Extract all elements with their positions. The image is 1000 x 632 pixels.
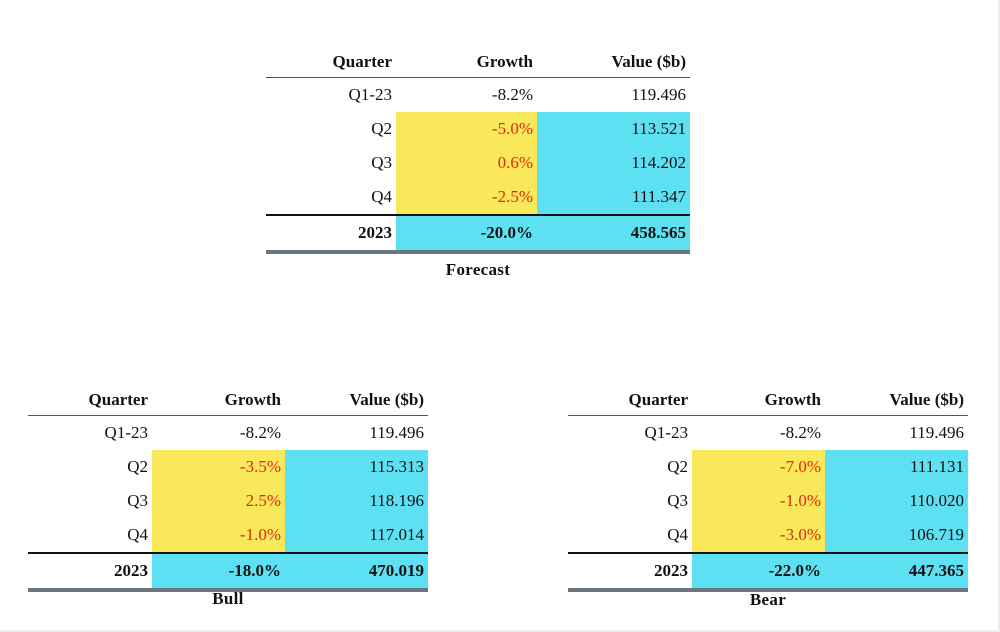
table-row: Q2 -5.0% 113.521 <box>266 112 690 146</box>
table-row: Q3 -1.0% 110.020 <box>568 484 968 518</box>
cell-quarter: Q2 <box>371 119 392 138</box>
cell-quarter: Q4 <box>371 187 392 206</box>
cell-growth-input: -3.0% <box>692 518 825 553</box>
cell-quarter: Q2 <box>127 457 148 476</box>
bear-table-block: Quarter Growth Value ($b) Q1-23 -8.2% 11… <box>568 384 968 592</box>
cell-growth-input: 0.6% <box>396 146 537 180</box>
total-row: 2023 -22.0% 447.365 <box>568 552 968 592</box>
cell-growth: -8.2% <box>239 423 281 442</box>
header-value: Value ($b) <box>349 389 424 409</box>
cell-growth: -8.2% <box>779 423 821 442</box>
total-value: 470.019 <box>285 552 428 592</box>
total-value: 458.565 <box>537 214 690 254</box>
cell-growth-input: -3.5% <box>152 450 285 484</box>
cell-value-output: 115.313 <box>285 450 428 484</box>
table-row: Q2 -7.0% 111.131 <box>568 450 968 484</box>
cell-quarter: Q1-23 <box>348 85 392 104</box>
total-row: 2023 -20.0% 458.565 <box>266 214 690 254</box>
table-header-row: Quarter Growth Value ($b) <box>568 384 968 416</box>
table-row: Q1-23 -8.2% 119.496 <box>28 416 428 451</box>
cell-value-output: 114.202 <box>537 146 690 180</box>
cell-value-output: 113.521 <box>537 112 690 146</box>
table-row: Q2 -3.5% 115.313 <box>28 450 428 484</box>
cell-quarter: Q4 <box>667 525 688 544</box>
bull-table-block: Quarter Growth Value ($b) Q1-23 -8.2% 11… <box>28 384 428 592</box>
total-value: 447.365 <box>825 552 968 592</box>
cell-value-output: 117.014 <box>285 518 428 553</box>
forecast-table: Quarter Growth Value ($b) Q1-23 -8.2% 11… <box>266 46 690 254</box>
bear-caption: Bear <box>749 590 787 609</box>
total-growth: -22.0% <box>692 552 825 592</box>
cell-growth-input: -1.0% <box>692 484 825 518</box>
forecast-table-block: Quarter Growth Value ($b) Q1-23 -8.2% 11… <box>266 46 690 254</box>
header-growth: Growth <box>224 389 281 409</box>
page-edge-bottom <box>0 630 1000 632</box>
cell-growth-input: -7.0% <box>692 450 825 484</box>
cell-quarter: Q3 <box>371 153 392 172</box>
cell-value: 119.496 <box>909 423 964 442</box>
table-row: Q3 0.6% 114.202 <box>266 146 690 180</box>
table-row: Q1-23 -8.2% 119.496 <box>266 78 690 113</box>
table-header-row: Quarter Growth Value ($b) <box>266 46 690 78</box>
table-row: Q4 -1.0% 117.014 <box>28 518 428 553</box>
cell-quarter: Q3 <box>127 491 148 510</box>
bull-table: Quarter Growth Value ($b) Q1-23 -8.2% 11… <box>28 384 428 592</box>
page-edge-right <box>998 0 1000 632</box>
total-quarter: 2023 <box>568 552 692 592</box>
cell-growth-input: -2.5% <box>396 180 537 215</box>
header-quarter: Quarter <box>628 389 688 409</box>
table-header-row: Quarter Growth Value ($b) <box>28 384 428 416</box>
cell-quarter: Q3 <box>667 491 688 510</box>
header-value: Value ($b) <box>889 389 964 409</box>
bull-caption: Bull <box>212 589 244 608</box>
cell-growth-input: 2.5% <box>152 484 285 518</box>
cell-quarter: Q4 <box>127 525 148 544</box>
cell-growth-input: -5.0% <box>396 112 537 146</box>
cell-value-output: 110.020 <box>825 484 968 518</box>
cell-growth-input: -1.0% <box>152 518 285 553</box>
cell-quarter: Q1-23 <box>644 423 688 442</box>
total-quarter: 2023 <box>28 552 152 592</box>
header-growth: Growth <box>764 389 821 409</box>
table-row: Q4 -3.0% 106.719 <box>568 518 968 553</box>
cell-value-output: 111.347 <box>537 180 690 215</box>
cell-value-output: 111.131 <box>825 450 968 484</box>
cell-value-output: 118.196 <box>285 484 428 518</box>
cell-quarter: Q1-23 <box>104 423 148 442</box>
cell-value: 119.496 <box>631 85 686 104</box>
total-row: 2023 -18.0% 470.019 <box>28 552 428 592</box>
header-quarter: Quarter <box>88 389 148 409</box>
header-quarter: Quarter <box>332 51 392 71</box>
total-growth: -20.0% <box>396 214 537 254</box>
cell-value: 119.496 <box>369 423 424 442</box>
table-row: Q1-23 -8.2% 119.496 <box>568 416 968 451</box>
bear-table: Quarter Growth Value ($b) Q1-23 -8.2% 11… <box>568 384 968 592</box>
cell-growth: -8.2% <box>491 85 533 104</box>
cell-quarter: Q2 <box>667 457 688 476</box>
table-row: Q4 -2.5% 111.347 <box>266 180 690 215</box>
cell-value-output: 106.719 <box>825 518 968 553</box>
total-growth: -18.0% <box>152 552 285 592</box>
header-growth: Growth <box>476 51 533 71</box>
forecast-caption: Forecast <box>445 260 511 279</box>
total-quarter: 2023 <box>266 214 396 254</box>
header-value: Value ($b) <box>611 51 686 71</box>
table-row: Q3 2.5% 118.196 <box>28 484 428 518</box>
